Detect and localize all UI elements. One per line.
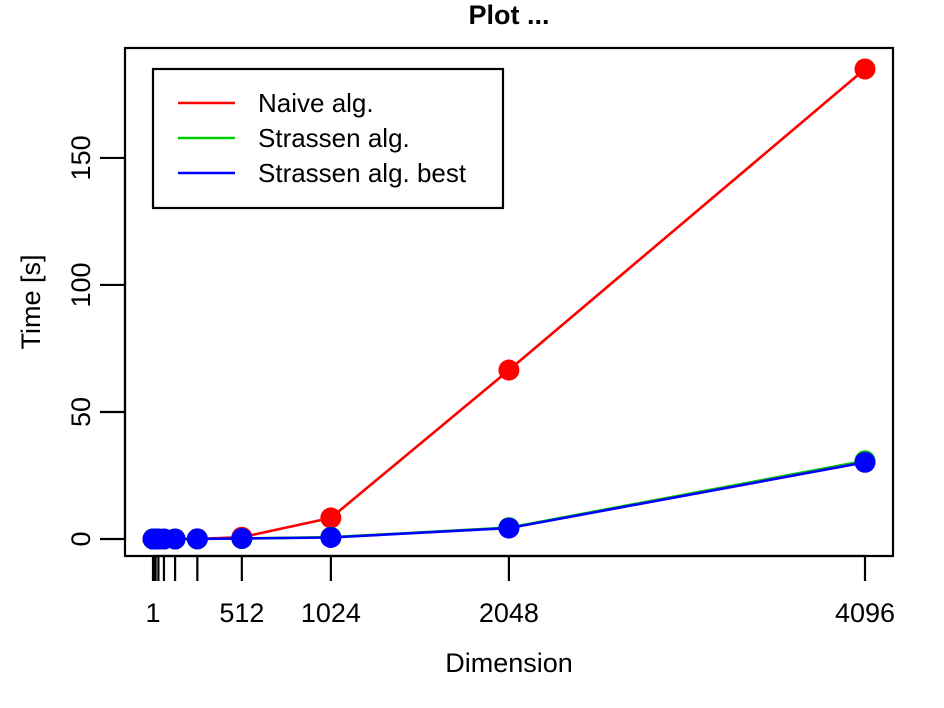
point-naive	[498, 359, 520, 381]
point-strassen-best	[231, 527, 253, 549]
point-strassen-best	[164, 528, 186, 550]
point-naive	[320, 507, 342, 529]
x-tick-label: 1024	[301, 598, 361, 628]
x-tick-label: 512	[219, 598, 264, 628]
y-tick-label: 0	[66, 531, 96, 546]
legend-label-strassen: Strassen alg.	[258, 123, 410, 153]
y-tick-label: 50	[66, 397, 96, 427]
legend-label-strassen-best: Strassen alg. best	[258, 158, 467, 188]
series-layer	[142, 58, 876, 550]
x-tick-label: 4096	[835, 598, 895, 628]
point-strassen-best	[320, 526, 342, 548]
y-tick-label: 100	[66, 262, 96, 307]
point-strassen-best	[186, 528, 208, 550]
y-axis-label: Time [s]	[16, 254, 46, 349]
x-axis: 1 512 1024 2048 4096	[145, 554, 895, 628]
legend-label-naive: Naive alg.	[258, 88, 374, 118]
y-tick-label: 150	[66, 135, 96, 180]
y-axis: 0 50 100 150	[66, 135, 127, 547]
x-axis-label: Dimension	[445, 648, 573, 678]
point-strassen-best	[498, 517, 520, 539]
point-naive	[854, 58, 876, 80]
point-strassen-best	[854, 451, 876, 473]
x-tick-label: 1	[145, 598, 160, 628]
x-tick-label: 2048	[479, 598, 539, 628]
legend: Naive alg. Strassen alg. Strassen alg. b…	[151, 67, 505, 210]
chart-title: Plot ...	[469, 0, 550, 30]
